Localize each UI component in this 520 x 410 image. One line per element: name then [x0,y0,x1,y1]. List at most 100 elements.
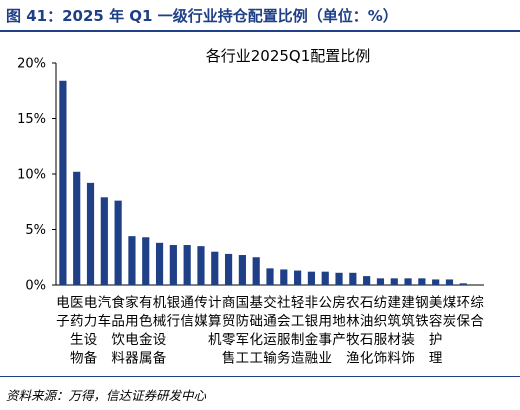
x-tick-label-char: 建 [388,295,402,311]
x-tick-label-char: 品 [111,314,125,330]
x-tick-label-char: 金 [305,332,319,348]
x-tick-label-char: 料 [111,351,125,367]
x-tick-label-char: 工 [236,351,250,367]
x-tick-label-char: 媒 [194,314,208,330]
x-tick-label-char: 铁 [415,314,429,330]
bar-3 [86,182,95,285]
x-tick-label-char: 材 [388,332,402,348]
bar-10 [183,245,191,285]
x-tick-label-char: 物 [70,351,84,367]
x-tick-label-char: 机 [153,295,167,311]
x-tick-label-char: 械 [153,314,167,330]
x-tick-label-char: 零 [222,332,236,348]
x-tick-label-char: 商 [222,295,236,311]
x-tick-label-char: 贸 [222,314,236,330]
bar-13 [224,253,233,285]
x-tick-label-char: 牧 [346,332,360,348]
x-tick-label-char: 饮 [111,332,125,348]
bar-8 [155,242,164,285]
bar-7 [142,237,150,285]
x-tick-label-char: 备 [84,350,98,367]
bar-16 [266,268,274,285]
bar-21 [335,272,343,285]
x-tick-label-char: 设 [153,332,167,348]
chart-bars [59,80,467,285]
bar-11 [197,246,205,285]
y-tick-label: 5% [25,223,46,238]
x-tick-label-char: 属 [139,351,153,367]
x-tick-label-char: 防 [236,314,250,330]
x-tick-label-char: 会 [277,314,291,330]
x-tick-label-char: 电 [84,295,98,311]
x-tick-label-char: 综 [470,295,484,311]
x-tick-label-char: 汽 [98,295,112,311]
x-tick-label-char: 轻 [291,295,305,311]
x-tick-label-char: 础 [249,314,263,330]
bar-24 [376,278,385,285]
y-tick-label: 10% [17,168,46,183]
chart-axes: 0% 5% 10% 15% 20% [17,57,484,294]
figure-title: 图 41：2025 年 Q1 一级行业持仓配置比例（单位：%） [6,7,398,25]
x-tick-label-char: 建 [401,295,415,311]
x-tick-labels: 电子医药生物电力设备汽车食品饮料家用电器有色金属机械设备银行通信传媒计算机商贸零… [56,294,484,367]
figure-footer: 资料来源：万得，信达证券研发中心 [0,376,520,410]
bar-18 [294,270,302,285]
x-tick-label-char: 社 [277,295,291,311]
x-tick-label-char: 交 [263,294,277,311]
x-tick-label-char: 药 [70,314,84,330]
x-tick-label-char: 饰 [374,351,388,367]
x-tick-label-char: 保 [457,314,471,330]
bar-23 [363,276,371,285]
x-tick-label-char: 备 [153,350,167,367]
x-tick-label-char: 融 [305,351,319,367]
x-tick-label-char: 银 [167,295,181,311]
x-tick-label-char: 工 [291,314,305,330]
bar-9 [169,245,177,285]
x-tick-label-char: 装 [401,332,415,348]
x-tick-label-char: 美 [429,295,443,311]
x-tick-label-char: 输 [263,351,277,367]
bar-29 [445,279,454,285]
x-tick-label-char: 服 [374,332,388,348]
x-tick-label-char: 电 [125,332,139,348]
bar-12 [211,251,219,285]
x-tick-label-char: 运 [263,332,277,348]
x-tick-label-char: 房 [332,295,346,311]
bar-28 [432,279,440,285]
x-tick-label-char: 产 [332,332,346,348]
x-tick-label-char: 务 [277,351,291,367]
y-tick-label: 0% [25,279,46,294]
figure-header: 图 41：2025 年 Q1 一级行业持仓配置比例（单位：%） [0,0,520,32]
bar-22 [349,272,357,285]
x-tick-label-char: 车 [98,313,112,330]
x-tick-label-char: 银 [305,314,319,330]
x-tick-label-char: 设 [84,332,98,348]
x-tick-label-char: 电 [56,295,70,311]
x-tick-label-char: 合 [470,314,484,330]
x-tick-label-char: 公 [318,295,332,311]
bar-14 [238,255,246,285]
x-tick-label-char: 农 [346,295,360,311]
bar-27 [418,278,426,285]
bar-15 [252,257,260,285]
chart-title: 各行业2025Q1配置比例 [206,47,371,65]
x-tick-label-char: 造 [291,351,305,367]
x-tick-label-char: 食 [111,294,125,311]
bar-19 [307,271,316,285]
x-tick-label-char: 子 [56,314,70,330]
x-tick-label-char: 生 [70,332,84,348]
x-tick-label-char: 业 [318,351,332,367]
x-tick-label-char: 家 [125,294,139,311]
x-tick-label-char: 计 [208,295,222,311]
x-tick-label-char: 织 [374,314,388,330]
x-tick-label-char: 环 [457,295,471,311]
x-tick-label-char: 石 [360,295,374,311]
x-tick-label-char: 容 [429,313,443,330]
x-tick-label-char: 传 [194,295,208,311]
source-note: 资料来源：万得，信达证券研发中心 [6,388,207,403]
x-tick-label-char: 通 [263,314,277,330]
x-tick-label-char: 炭 [443,314,457,330]
x-tick-label-char: 有 [139,295,153,311]
x-tick-label-char: 渔 [346,351,360,367]
x-tick-label-char: 制 [291,332,305,348]
